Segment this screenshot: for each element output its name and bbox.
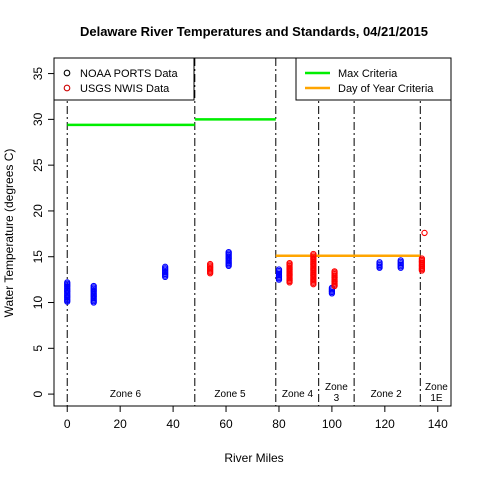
zone-label-line: Zone [325,382,348,393]
legend-marker [63,84,71,92]
x-tick-label: 60 [219,417,233,431]
zone-label: Zone 6 [110,389,142,400]
y-tick-label: 10 [31,296,45,310]
usgs-point-cluster [286,259,293,286]
zone-label-line: Zone 2 [371,389,403,400]
x-tick-label: 140 [428,417,448,431]
usgs-point [331,268,338,275]
legend-label: Max Criteria [338,68,398,80]
noaa-point-cluster [90,282,97,306]
legend-label: USGS NWIS Data [80,83,170,95]
legend-right-box [295,57,452,101]
y-tick-label: 5 [31,345,45,352]
noaa-point-cluster [275,266,283,283]
usgs-point [418,255,426,262]
noaa-point [225,248,232,256]
noaa-point [376,259,383,266]
noaa-point-cluster [64,279,71,305]
noaa-point-cluster [225,248,232,270]
y-tick-label: 0 [31,390,45,397]
noaa-point [275,266,283,273]
legend-left-box [53,57,195,101]
zone-label: Zone 3 [325,382,348,404]
zone-label: Zone 1E [425,382,448,404]
zone-label: Zone 4 [282,389,314,400]
noaa-point-cluster [162,263,169,281]
usgs-point [207,260,214,268]
zone-label-line: 1E [430,393,443,404]
legend-marker [63,69,71,77]
usgs-point [310,250,317,258]
y-tick-label: 35 [31,67,45,81]
usgs-point-cluster [331,268,338,290]
y-tick-label: 30 [31,112,45,126]
noaa-point [90,282,97,290]
x-tick-label: 100 [322,417,342,431]
x-tick-label: 20 [113,417,127,431]
x-tick-label: 40 [166,417,180,431]
usgs-outlier-point [421,229,428,237]
zone-label: Zone 2 [371,389,403,400]
zone-label-line: Zone 6 [110,389,142,400]
noaa-point-cluster [376,259,383,271]
y-tick-label: 15 [31,250,45,264]
x-tick-label: 0 [64,417,71,431]
zone-label-line: 3 [334,393,340,404]
x-tick-label: 120 [375,417,395,431]
plot-area: 0 20 40 60 80 100 120 140 0 5 10 15 20 25 30 35 Zone 6 Zo… [31,57,452,431]
usgs-point [286,259,293,267]
x-tick-label: 80 [272,417,286,431]
zone-label: Zone 5 [214,389,246,400]
legend-label: NOAA PORTS Data [80,68,178,80]
usgs-point-cluster [418,255,426,274]
noaa-point [162,263,169,270]
legend-label: Day of Year Criteria [338,83,434,95]
y-tick-label: 20 [31,204,45,218]
y-axis-label: Water Temperature (degrees C) [2,149,16,318]
usgs-point-cluster [310,250,317,288]
zone-label-line: Zone 5 [214,389,246,400]
plot-frame [53,57,452,407]
noaa-point [397,257,404,264]
chart-title: Delaware River Temperatures and Standard… [80,24,428,39]
zone-label-line: Zone [425,382,448,393]
usgs-point-cluster [207,260,214,277]
noaa-point-cluster [328,284,336,297]
x-axis-label: River Miles [224,451,283,465]
noaa-point-cluster [397,257,404,271]
y-tick-label: 25 [31,158,45,172]
zone-label-line: Zone 4 [282,389,314,400]
noaa-point [64,279,71,286]
